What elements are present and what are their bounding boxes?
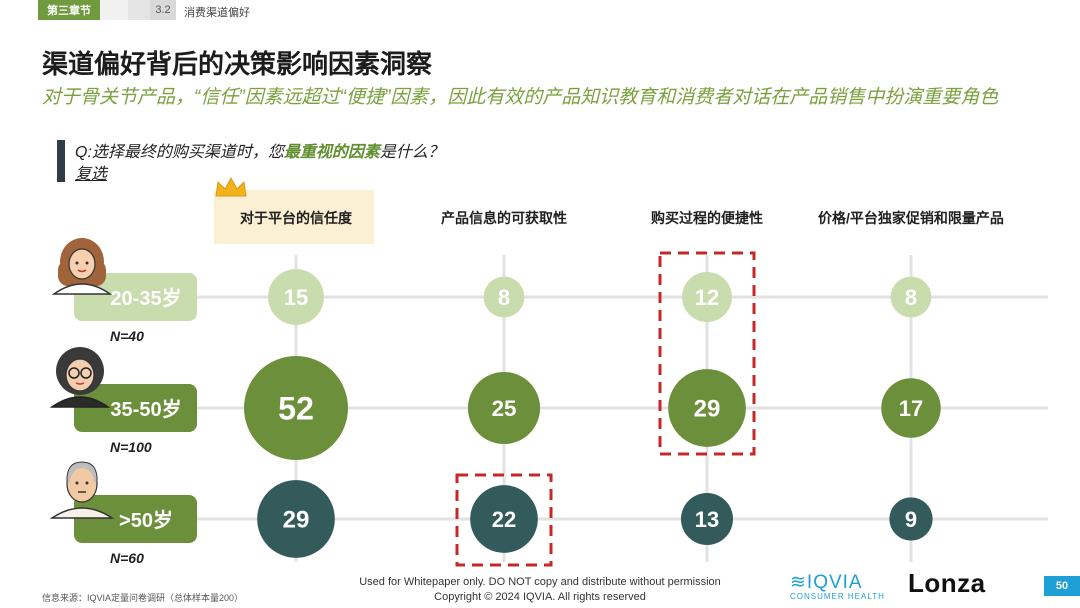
category-header: 对于平台的信任度 <box>240 210 353 226</box>
bubble <box>668 369 746 447</box>
question-emphasis: 最重视的因素 <box>283 144 380 161</box>
question-note: 复选 <box>75 166 108 183</box>
bubble-value-label: 17 <box>899 396 923 421</box>
bubble-value-label: 15 <box>284 285 308 310</box>
category-header: 产品信息的可获取性 <box>441 210 567 226</box>
iqvia-logo: ≋IQVIA CONSUMER HEALTH <box>790 571 890 601</box>
category-header: 购买过程的便捷性 <box>651 210 763 226</box>
bubble-value-label: 8 <box>905 285 917 310</box>
bubble <box>483 276 525 318</box>
bubble-value-label: 52 <box>278 391 314 427</box>
usage-notice: Used for Whitepaper only. DO NOT copy an… <box>359 576 721 588</box>
bubble <box>268 269 324 325</box>
page-number: 50 <box>1044 576 1080 596</box>
sample-size-label: N=100 <box>110 439 152 455</box>
highlight-header-bg <box>214 190 374 244</box>
copyright-block: Used for Whitepaper only. DO NOT copy an… <box>340 575 740 605</box>
bubble-value-label: 29 <box>694 396 721 423</box>
sample-size-label: N=40 <box>110 328 144 344</box>
bubble <box>889 497 933 541</box>
bubble <box>890 276 932 318</box>
nav-step <box>128 0 150 20</box>
bubble-value-label: 13 <box>695 507 719 532</box>
bubble-value-label: 22 <box>492 507 516 532</box>
iqvia-logo-subtitle: CONSUMER HEALTH <box>790 592 885 601</box>
page-title: 渠道偏好背后的决策影响因素洞察 <box>42 49 433 79</box>
top-bar: 第三章节 3.2 消费渠道偏好 <box>0 0 1080 22</box>
bubble <box>470 485 538 553</box>
sample-size-label: N=60 <box>110 550 144 566</box>
woman-glasses-avatar-icon <box>49 347 111 408</box>
bubble <box>682 272 732 322</box>
copyright-text: Copyright © 2024 IQVIA. All rights reser… <box>434 591 646 603</box>
question-suffix: 是什么？ <box>379 144 444 161</box>
nav-step <box>100 0 128 20</box>
bubble-value-label: 9 <box>905 507 917 532</box>
bubble-value-label: 29 <box>283 507 310 534</box>
series-label-bg <box>74 495 197 543</box>
dashed-highlight-box <box>658 251 756 456</box>
bubble-value-label: 12 <box>695 285 719 310</box>
bubble-value-label: 8 <box>498 285 510 310</box>
iqvia-logo-text: IQVIA <box>806 572 863 593</box>
iqvia-mark-icon: ≋ <box>790 572 807 593</box>
lonza-logo: Lonza <box>908 568 986 598</box>
dashed-highlight-box <box>455 473 553 567</box>
question-prefix: Q:选择最终的购买渠道时，您 <box>75 144 284 161</box>
crown-icon <box>215 176 247 197</box>
question-text: Q:选择最终的购买渠道时，您最重视的因素是什么？ <box>75 138 444 162</box>
section-number: 3.2 <box>150 0 176 20</box>
question-accent-bar <box>57 140 65 182</box>
bubble <box>881 378 941 438</box>
section-title: 消费渠道偏好 <box>184 7 250 19</box>
page-subtitle: 对于骨关节产品，“信任”因素远超过“便捷”因素，因此有效的产品知识教育和消费者对… <box>42 87 999 108</box>
bubble-value-label: 25 <box>492 396 517 421</box>
series-label: 20-35岁 <box>110 286 181 310</box>
source-note: 信息来源：IQVIA定量问卷调研（总体样本量200） <box>42 593 244 603</box>
series-label: 35-50岁 <box>110 397 181 421</box>
woman-avatar-icon <box>51 238 113 295</box>
bubble <box>467 371 541 445</box>
series-label: >50岁 <box>119 508 173 532</box>
elderly-man-avatar-icon <box>49 461 115 519</box>
series-label-bg <box>74 273 197 321</box>
series-label-bg <box>74 384 197 432</box>
category-header: 价格/平台独家促销和限量产品 <box>818 210 1004 226</box>
chapter-tag: 第三章节 <box>38 0 100 20</box>
bubble <box>244 356 348 460</box>
bubble <box>257 480 335 558</box>
bubble <box>681 493 733 545</box>
